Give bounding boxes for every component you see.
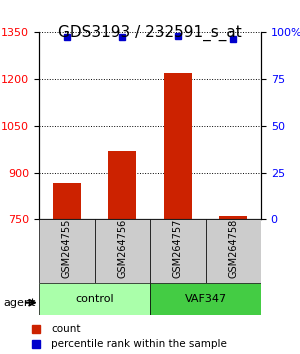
Bar <box>108 151 136 219</box>
Text: GSM264758: GSM264758 <box>228 218 238 278</box>
Text: GSM264756: GSM264756 <box>117 218 127 278</box>
Text: control: control <box>75 294 114 304</box>
FancyBboxPatch shape <box>206 219 261 283</box>
Text: VAF347: VAF347 <box>184 294 226 304</box>
Text: GSM264757: GSM264757 <box>173 218 183 278</box>
FancyBboxPatch shape <box>150 283 261 315</box>
FancyBboxPatch shape <box>94 219 150 283</box>
Bar <box>53 183 81 219</box>
FancyBboxPatch shape <box>39 219 94 283</box>
Text: GSM264755: GSM264755 <box>62 218 72 278</box>
Bar <box>164 73 192 219</box>
Text: percentile rank within the sample: percentile rank within the sample <box>51 339 227 349</box>
Text: GDS3193 / 232591_s_at: GDS3193 / 232591_s_at <box>58 25 242 41</box>
Text: count: count <box>51 324 80 334</box>
Bar <box>219 216 247 219</box>
Text: agent: agent <box>3 298 35 308</box>
FancyBboxPatch shape <box>39 283 150 315</box>
FancyBboxPatch shape <box>150 219 206 283</box>
